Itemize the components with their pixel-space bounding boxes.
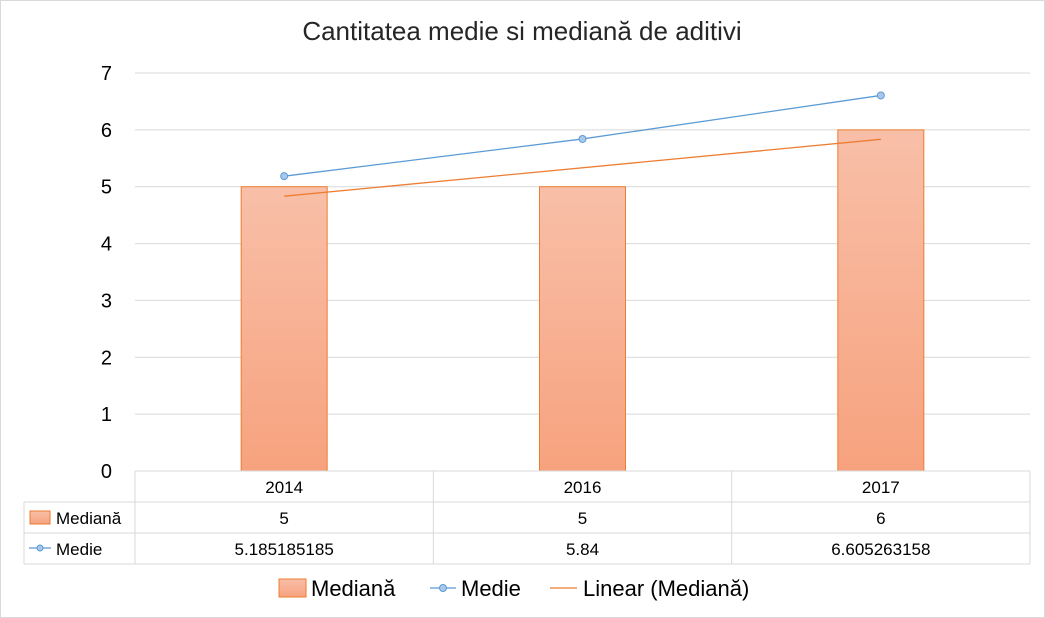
y-tick-label: 6 (101, 120, 112, 142)
trendline (284, 138, 881, 197)
legend-key-bar (278, 578, 307, 598)
table-key-bar (29, 510, 51, 525)
y-tick-label: 4 (101, 234, 112, 256)
legend: Mediană Medie Linear (Mediană) (278, 576, 749, 601)
legend-label: Mediană (311, 576, 396, 601)
y-tick-label: 3 (101, 290, 112, 312)
bar (240, 186, 328, 472)
table-row-label: Medie (56, 540, 102, 559)
x-tick-label: 2016 (564, 478, 602, 497)
y-tick-label: 2 (101, 347, 112, 369)
data-point (280, 172, 289, 181)
legend-label: Linear (Mediană) (583, 576, 749, 601)
y-tick-label: 5 (101, 177, 112, 199)
data-point (578, 134, 587, 143)
bar-series (240, 129, 925, 472)
table-cell: 5.84 (566, 540, 599, 559)
legend-key-marker (439, 584, 447, 592)
chart-title: Cantitatea medie si mediană de aditivi (302, 16, 741, 46)
data-table: 2014 2016 2017 Mediană 5 5 6 Medie 5.185185185 5.… (23, 470, 1031, 565)
y-tick-label: 0 (101, 461, 112, 483)
y-tick-label: 7 (101, 63, 112, 85)
trendline-path (284, 138, 881, 197)
table-row-label: Mediană (56, 509, 122, 528)
table-key-marker (36, 544, 44, 552)
bar (837, 129, 925, 472)
x-tick-label: 2017 (862, 478, 900, 497)
table-cell: 5 (279, 509, 288, 528)
bar (539, 186, 626, 472)
legend-label: Medie (461, 576, 521, 601)
data-point (876, 91, 885, 100)
table-cell: 5 (578, 509, 587, 528)
table-cell: 5.185185185 (235, 540, 334, 559)
table-cell: 6 (876, 509, 885, 528)
line-series (280, 91, 885, 181)
x-tick-label: 2014 (265, 478, 303, 497)
y-axis: 0 1 2 3 4 5 6 7 (101, 63, 112, 483)
y-tick-label: 1 (101, 404, 112, 426)
table-cell: 6.605263158 (831, 540, 930, 559)
